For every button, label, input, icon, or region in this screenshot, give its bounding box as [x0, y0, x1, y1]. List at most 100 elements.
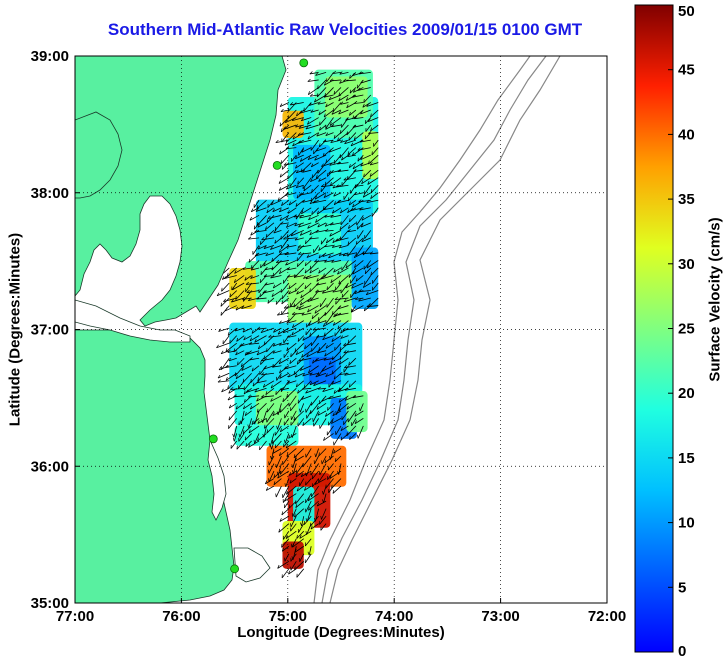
velocity-arrow: [222, 335, 230, 345]
velocity-arrow-head: [245, 389, 249, 393]
velocity-arrow-head: [326, 286, 328, 291]
velocity-arrow-head: [268, 334, 272, 338]
velocity-arrow-head: [346, 104, 349, 108]
velocity-arrow: [243, 267, 252, 270]
x-tick-label: 76:00: [162, 608, 200, 625]
velocity-arrow: [292, 117, 304, 121]
velocity-arrow-head: [314, 195, 317, 200]
velocity-arrow-head: [275, 464, 277, 468]
velocity-arrow-head: [351, 285, 354, 289]
velocity-arrow: [353, 169, 364, 172]
x-axis-ticks: 77:00 76:00 75:00 74:00 73:00 72:00: [56, 598, 626, 625]
velocity-arrow: [295, 493, 305, 505]
velocity-arrow: [337, 320, 349, 330]
velocity-arrow-head: [314, 309, 317, 314]
velocity-arrow: [302, 418, 312, 426]
velocity-arrow: [352, 267, 364, 275]
velocity-arrow-head: [279, 518, 282, 522]
velocity-arrow: [340, 207, 349, 214]
velocity-arrow: [329, 79, 342, 82]
velocity-arrow-head: [221, 276, 225, 280]
velocity-arrow: [307, 297, 319, 303]
velocity-arrow-head: [315, 373, 319, 378]
velocity-arrow: [248, 252, 260, 263]
velocity-arrow: [220, 297, 230, 307]
velocity-arrow: [319, 124, 327, 131]
velocity-arrow-head: [295, 202, 298, 207]
velocity-arrow: [296, 568, 305, 578]
velocity-arrow-head: [335, 411, 337, 415]
velocity-arrow-head: [247, 394, 252, 398]
velocity-arrow: [301, 117, 312, 122]
velocity-arrow-head: [307, 91, 310, 95]
velocity-arrow: [348, 132, 357, 141]
velocity-arrow-head: [322, 323, 326, 327]
velocity-arrow: [309, 199, 319, 205]
velocity-arrow: [286, 388, 297, 398]
velocity-arrow-head: [331, 259, 335, 263]
velocity-arrow: [314, 94, 327, 103]
velocity-arrow: [305, 538, 312, 547]
velocity-arrow-head: [363, 173, 365, 178]
velocity-arrow: [340, 215, 349, 226]
velocity-arrow: [273, 327, 282, 333]
velocity-arrow-head: [347, 229, 351, 233]
velocity-arrow: [281, 162, 290, 170]
velocity-arrow: [296, 357, 305, 365]
velocity-arrow: [254, 252, 267, 257]
velocity-arrow-head: [227, 385, 229, 389]
velocity-arrow-head: [297, 180, 299, 185]
velocity-arrow: [315, 448, 320, 458]
velocity-arrow-head: [291, 331, 294, 336]
velocity-arrow-head: [285, 146, 289, 150]
velocity-arrow: [280, 109, 289, 113]
velocity-arrow-head: [328, 396, 332, 400]
velocity-arrow: [323, 94, 334, 98]
velocity-arrow-head: [226, 272, 229, 277]
velocity-arrow: [299, 478, 305, 487]
velocity-arrow: [304, 485, 312, 491]
velocity-arrow: [297, 139, 312, 144]
velocity-arrow-head: [283, 162, 287, 166]
velocity-arrow-head: [332, 322, 336, 326]
velocity-arrow: [331, 260, 342, 263]
velocity-arrow: [316, 169, 327, 179]
velocity-arrow-head: [328, 170, 332, 174]
velocity-arrow-head: [329, 78, 334, 82]
velocity-arrow: [324, 305, 334, 316]
velocity-arrow: [361, 214, 371, 221]
velocity-arrow-head: [340, 335, 344, 339]
velocity-arrow-head: [275, 139, 279, 143]
velocity-arrow: [351, 305, 364, 313]
velocity-arrow: [319, 418, 327, 429]
velocity-arrow: [300, 162, 312, 173]
velocity-arrow: [301, 207, 312, 215]
velocity-arrow-head: [304, 345, 306, 350]
velocity-arrow: [363, 94, 372, 103]
velocity-arrow-head: [349, 89, 352, 94]
velocity-arrow-head: [348, 201, 351, 206]
velocity-arrow-head: [338, 387, 341, 392]
velocity-arrow-head: [288, 290, 291, 295]
velocity-arrow-head: [287, 175, 289, 179]
velocity-arrow: [325, 478, 334, 489]
velocity-arrow-head: [333, 192, 336, 197]
velocity-arrow: [331, 335, 342, 342]
velocity-arrow: [326, 282, 334, 291]
velocity-arrow: [283, 162, 297, 166]
velocity-arrow-head: [267, 299, 270, 304]
velocity-arrow-head: [333, 268, 336, 273]
velocity-arrow: [266, 215, 275, 224]
velocity-arrow-head: [271, 439, 274, 444]
velocity-arrow: [292, 132, 304, 140]
velocity-arrow-head: [370, 113, 372, 118]
velocity-arrow: [341, 117, 349, 128]
velocity-arrow: [292, 320, 304, 329]
velocity-arrow: [347, 245, 357, 257]
velocity-arrow: [235, 350, 245, 356]
velocity-arrow-head: [273, 329, 276, 333]
velocity-arrow: [274, 237, 282, 244]
velocity-arrow: [216, 342, 230, 349]
velocity-arrow-head: [325, 373, 328, 377]
velocity-arrow: [262, 410, 267, 423]
